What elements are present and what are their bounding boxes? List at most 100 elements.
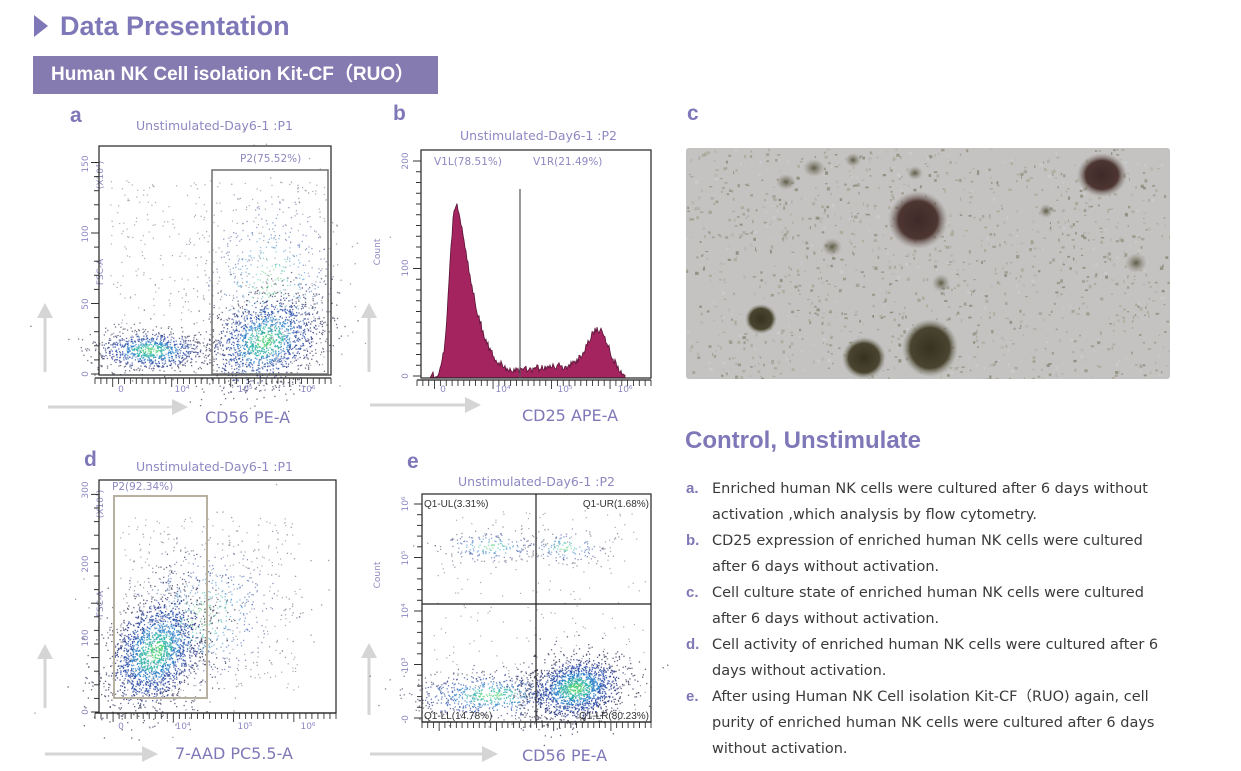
scatter-point: [87, 348, 89, 350]
scatter-point: [121, 338, 123, 340]
scatter-point: [216, 639, 218, 641]
scatter-point: [194, 348, 196, 350]
scatter-point: [257, 367, 260, 369]
scatter-point: [221, 390, 223, 392]
scatter-point: [153, 696, 155, 698]
scatter-point: [186, 585, 188, 587]
scatter-point: [268, 242, 270, 244]
scatter-point: [293, 330, 295, 332]
scatter-point: [169, 654, 172, 657]
scatter-point: [87, 654, 89, 657]
scatter-point: [328, 293, 330, 295]
scatter-point: [310, 330, 312, 332]
scatter-point: [125, 337, 128, 339]
scatter-point: [123, 698, 125, 701]
scatter-point: [188, 335, 190, 337]
scatter-point: [181, 355, 184, 357]
scatter-point: [182, 642, 184, 644]
scatter-point: [230, 354, 233, 357]
scatter-point: [293, 346, 296, 348]
scatter-point: [165, 673, 168, 675]
scatter-point: [258, 364, 260, 366]
scatter-point: [208, 318, 210, 320]
scatter-point: [246, 579, 249, 582]
scatter-point: [253, 257, 255, 259]
scatter-point: [182, 352, 185, 355]
scatter-point: [264, 345, 266, 347]
scatter-point: [200, 609, 202, 611]
scatter-point: [215, 251, 217, 253]
scatter-point: [138, 608, 141, 610]
scatter-point: [285, 366, 287, 368]
scatter-point: [260, 314, 262, 316]
scatter-point: [170, 350, 172, 353]
scatter-point: [227, 339, 229, 341]
scatter-point: [274, 264, 277, 266]
scatter-point: [191, 619, 193, 622]
scatter-point: [245, 315, 247, 317]
scatter-point: [240, 285, 242, 287]
scatter-point: [150, 318, 152, 320]
scatter-point: [178, 608, 180, 610]
scatter-point: [239, 354, 241, 356]
scatter-point: [248, 596, 250, 598]
scatter-point: [231, 358, 233, 361]
scatter-point: [157, 335, 159, 337]
scatter-point: [228, 346, 230, 349]
scatter-point: [137, 683, 139, 685]
scatter-point: [238, 198, 240, 200]
scatter-point: [271, 330, 274, 333]
scatter-point: [142, 533, 144, 535]
scatter-point: [229, 615, 232, 618]
scatter-point: [220, 620, 222, 622]
scatter-point: [206, 231, 208, 233]
scatter-point: [247, 359, 249, 361]
scatter-point: [283, 294, 285, 296]
scatter-point: [125, 362, 127, 364]
scatter-point: [237, 263, 239, 265]
scatter-point: [298, 616, 301, 618]
scatter-point: [175, 561, 178, 563]
scatter-point: [261, 265, 263, 267]
scatter-point: [324, 330, 326, 332]
scatter-point: [141, 362, 143, 364]
scatter-point: [136, 274, 138, 277]
scatter-point: [167, 354, 170, 357]
scatter-point: [128, 655, 130, 658]
scatter-point: [189, 517, 191, 519]
scatter-point: [203, 609, 205, 611]
scatter-point: [161, 640, 163, 642]
scatter-point: [258, 255, 260, 257]
scatter-point: [249, 317, 252, 320]
scatter-point: [237, 315, 239, 317]
scatter-point: [162, 691, 165, 693]
scatter-point: [298, 243, 300, 246]
scatter-point: [351, 246, 354, 248]
scatter-point: [300, 327, 302, 329]
scatter-point: [286, 330, 288, 332]
scatter-point: [248, 362, 251, 364]
scatter-point: [173, 337, 175, 339]
scatter-point: [271, 364, 273, 366]
scatter-point: [157, 678, 159, 680]
scatter-point: [210, 631, 212, 634]
scatter-point: [332, 265, 335, 267]
scatter-point: [219, 574, 221, 577]
scatter-point: [272, 306, 275, 308]
scatter-point: [290, 372, 292, 374]
scatter-point: [158, 356, 160, 358]
scatter-point: [219, 182, 221, 184]
scatter-point: [136, 346, 138, 348]
scatter-point: [228, 363, 231, 365]
scatter-point: [190, 343, 192, 346]
scatter-point: [213, 307, 215, 309]
scatter-point: [268, 341, 270, 343]
scatter-point: [238, 311, 240, 313]
scatter-point: [133, 677, 135, 680]
scatter-point: [257, 364, 259, 366]
scatter-point: [214, 632, 216, 634]
scatter-point: [166, 589, 168, 591]
scatter-point: [158, 366, 160, 368]
scatter-point: [179, 370, 181, 373]
scatter-point: [192, 550, 194, 552]
